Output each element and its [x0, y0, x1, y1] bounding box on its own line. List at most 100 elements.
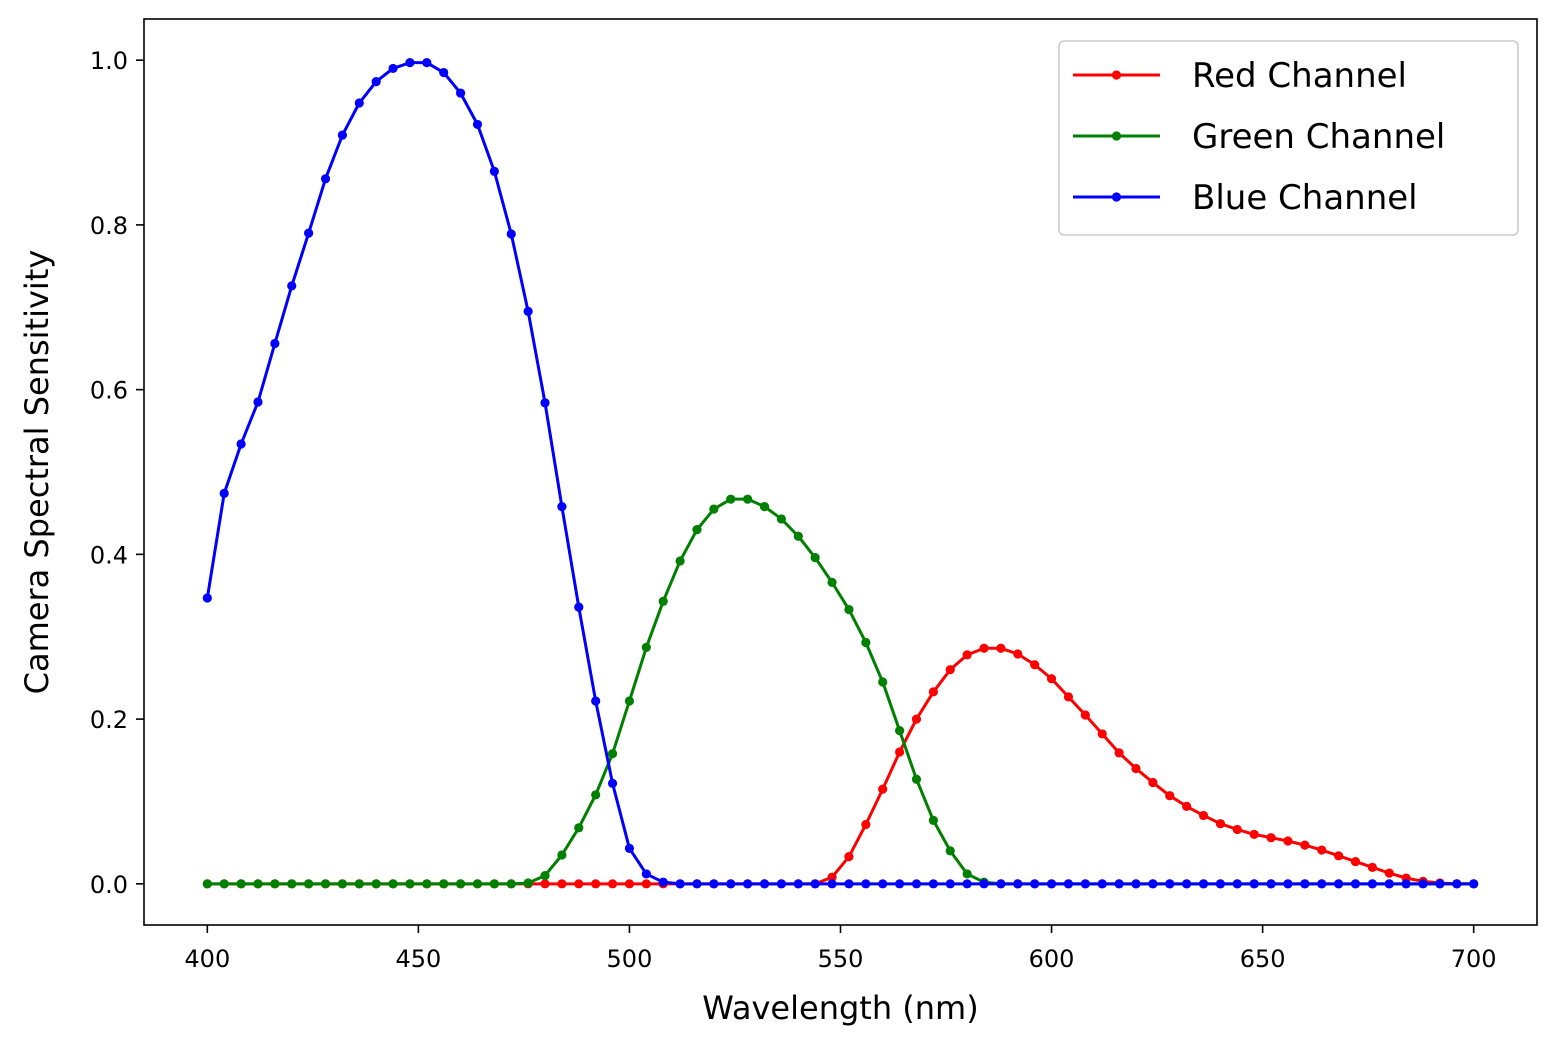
- data-point: [1249, 829, 1259, 840]
- data-point: [422, 58, 432, 68]
- data-point: [1131, 763, 1141, 774]
- data-point: [675, 879, 685, 889]
- data-point: [540, 879, 550, 889]
- data-point: [726, 494, 736, 504]
- data-point: [1165, 791, 1175, 801]
- series-blue-channel: [202, 58, 1479, 889]
- data-point: [709, 504, 719, 514]
- data-point: [371, 77, 381, 87]
- data-point: [945, 846, 955, 856]
- data-point: [1165, 879, 1175, 889]
- data-point: [1452, 879, 1462, 889]
- legend-box: [1058, 40, 1519, 236]
- data-point: [1182, 801, 1192, 812]
- data-point: [1317, 879, 1327, 889]
- data-point: [641, 879, 651, 889]
- data-point: [455, 879, 466, 889]
- data-point: [928, 815, 938, 826]
- data-point: [1300, 840, 1310, 850]
- data-point: [337, 879, 347, 889]
- data-point: [1198, 810, 1209, 821]
- data-point: [557, 879, 567, 889]
- data-point: [320, 174, 331, 184]
- data-point: [1232, 824, 1242, 835]
- x-tick-label: 500: [607, 945, 653, 973]
- legend-item: Green Channel: [1073, 117, 1445, 157]
- data-point: [523, 878, 533, 888]
- data-point: [1350, 856, 1361, 867]
- data-point: [202, 593, 212, 603]
- data-point: [557, 850, 567, 860]
- data-point: [996, 643, 1006, 653]
- data-point: [1080, 710, 1090, 720]
- data-point: [506, 879, 516, 889]
- data-point: [878, 879, 888, 889]
- data-point: [658, 596, 668, 606]
- data-point: [1266, 879, 1276, 889]
- data-point: [827, 879, 837, 889]
- data-point: [489, 879, 499, 889]
- data-point: [861, 637, 871, 648]
- data-point: [776, 514, 787, 524]
- data-point: [624, 696, 635, 706]
- data-point: [996, 879, 1006, 889]
- data-point: [1334, 851, 1344, 861]
- data-point: [759, 501, 770, 512]
- x-tick-label: 550: [818, 945, 864, 973]
- legend: Red Channel Green Channel Blue Channel: [1058, 40, 1519, 236]
- data-point: [1198, 879, 1209, 889]
- data-point: [1097, 729, 1107, 739]
- data-point: [962, 650, 972, 660]
- legend-label: Green Channel: [1192, 117, 1445, 157]
- x-tick-label: 450: [395, 945, 441, 973]
- legend-marker: [1111, 70, 1122, 80]
- data-point: [405, 58, 415, 68]
- data-point: [354, 879, 364, 889]
- data-point: [928, 879, 938, 889]
- data-point: [219, 488, 229, 499]
- data-point: [253, 397, 263, 407]
- data-point: [1435, 879, 1445, 889]
- data-point: [895, 747, 905, 757]
- data-point: [793, 879, 803, 889]
- data-point: [624, 843, 635, 854]
- y-tick-label: 0.0: [90, 871, 128, 899]
- x-tick-label: 650: [1240, 945, 1286, 973]
- ticks-layer: 400 450 500 550 600 650 700 0.0 0.2 0.4 0.6 0.8 1.0: [90, 47, 1497, 973]
- data-point: [337, 130, 347, 140]
- data-point: [236, 879, 246, 889]
- series-layer: [202, 58, 1479, 889]
- data-point: [1384, 879, 1394, 889]
- data-point: [574, 823, 584, 833]
- y-tick-label: 0.4: [90, 541, 128, 569]
- data-point: [304, 879, 314, 889]
- data-point: [1182, 879, 1192, 889]
- data-point: [422, 879, 432, 889]
- data-point: [591, 696, 601, 706]
- data-point: [287, 879, 297, 889]
- data-point: [776, 879, 787, 889]
- x-axis-label: Wavelength (nm): [702, 989, 978, 1027]
- data-point: [1131, 879, 1141, 889]
- data-point: [878, 677, 888, 687]
- data-point: [253, 879, 263, 889]
- data-point: [557, 501, 567, 512]
- data-point: [354, 98, 364, 108]
- data-point: [270, 879, 280, 889]
- data-point: [1384, 868, 1394, 878]
- y-tick-label: 0.6: [90, 377, 128, 405]
- data-point: [928, 687, 938, 697]
- y-axis-label: Camera Spectral Sensitivity: [18, 250, 56, 695]
- legend-marker: [1111, 192, 1122, 202]
- data-point: [439, 879, 449, 889]
- data-point: [1114, 748, 1124, 758]
- data-point: [911, 714, 922, 724]
- data-point: [962, 879, 972, 889]
- legend-item: Red Channel: [1073, 56, 1407, 96]
- data-point: [1350, 879, 1361, 889]
- data-point: [506, 229, 516, 239]
- data-point: [895, 726, 905, 736]
- data-point: [1063, 879, 1074, 889]
- data-point: [878, 784, 888, 794]
